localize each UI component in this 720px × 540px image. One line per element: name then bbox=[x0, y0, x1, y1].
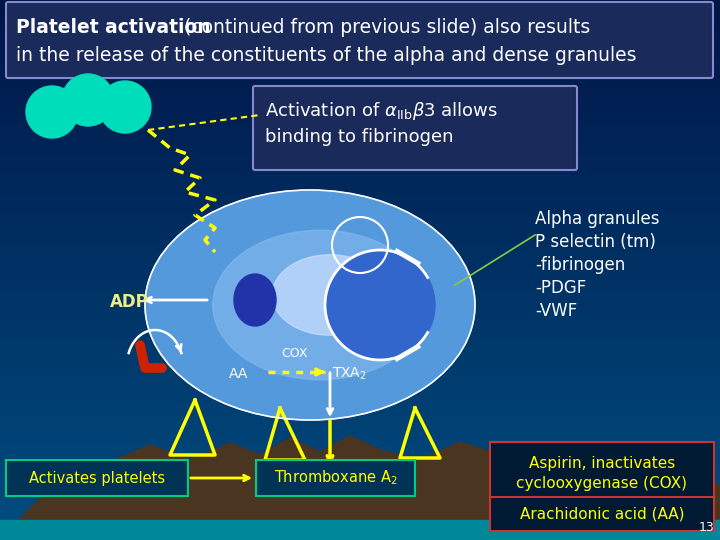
FancyBboxPatch shape bbox=[256, 460, 415, 496]
Text: Platelet activation: Platelet activation bbox=[16, 18, 211, 37]
Circle shape bbox=[26, 86, 78, 138]
Text: Activates platelets: Activates platelets bbox=[29, 470, 165, 485]
Ellipse shape bbox=[212, 230, 427, 380]
Ellipse shape bbox=[272, 255, 388, 335]
FancyBboxPatch shape bbox=[6, 460, 188, 496]
Circle shape bbox=[325, 250, 435, 360]
Ellipse shape bbox=[145, 190, 475, 420]
Circle shape bbox=[99, 81, 151, 133]
Text: -VWF: -VWF bbox=[535, 302, 577, 320]
Text: (continued from previous slide) also results: (continued from previous slide) also res… bbox=[178, 18, 590, 37]
Text: 13: 13 bbox=[698, 521, 714, 534]
Text: TXA$_2$: TXA$_2$ bbox=[332, 366, 366, 382]
Text: cyclooxygenase (COX): cyclooxygenase (COX) bbox=[516, 476, 688, 491]
FancyBboxPatch shape bbox=[6, 2, 713, 78]
Text: P selectin (tm): P selectin (tm) bbox=[535, 233, 656, 251]
Text: Aspirin, inactivates: Aspirin, inactivates bbox=[529, 456, 675, 471]
Text: Thromboxane A$_2$: Thromboxane A$_2$ bbox=[274, 469, 398, 487]
FancyBboxPatch shape bbox=[253, 86, 577, 170]
Text: -PDGF: -PDGF bbox=[535, 279, 586, 297]
Text: Arachidonic acid (AA): Arachidonic acid (AA) bbox=[520, 507, 684, 522]
FancyBboxPatch shape bbox=[490, 497, 714, 531]
Text: binding to fibrinogen: binding to fibrinogen bbox=[265, 128, 454, 146]
Text: Alpha granules: Alpha granules bbox=[535, 210, 660, 228]
Ellipse shape bbox=[234, 274, 276, 326]
Text: COX: COX bbox=[281, 347, 307, 360]
Text: Activation of $\alpha_{\mathsf{IIb}}\beta$3 allows: Activation of $\alpha_{\mathsf{IIb}}\bet… bbox=[265, 100, 498, 122]
Text: in the release of the constituents of the alpha and dense granules: in the release of the constituents of th… bbox=[16, 46, 636, 65]
Text: AA: AA bbox=[229, 367, 248, 381]
FancyBboxPatch shape bbox=[490, 442, 714, 501]
Circle shape bbox=[62, 74, 114, 126]
Polygon shape bbox=[0, 520, 720, 540]
Text: ADP: ADP bbox=[110, 293, 149, 311]
Text: -fibrinogen: -fibrinogen bbox=[535, 256, 625, 274]
Polygon shape bbox=[0, 436, 720, 540]
